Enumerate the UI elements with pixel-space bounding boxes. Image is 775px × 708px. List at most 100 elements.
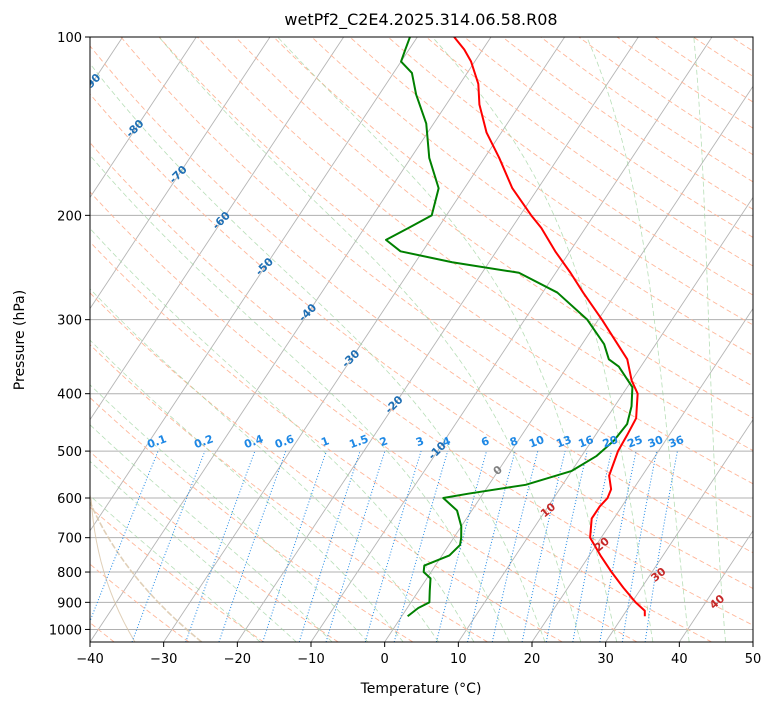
dry-adiabat-line	[90, 397, 414, 642]
mixing-ratio-line	[90, 450, 159, 623]
axes: −40 −30 −20 −10 0 10 20 30 40 5010020030040050060…	[49, 31, 761, 667]
isotherm-line	[678, 530, 753, 642]
moist-adiabat-line	[90, 424, 333, 642]
mixing-ratio-line	[621, 451, 658, 642]
dry-adiabat-line	[464, 37, 753, 238]
temperature-trace	[453, 37, 646, 617]
mixing-ratio-label: 16	[577, 433, 596, 451]
mixing-ratio-label: 0.1	[146, 432, 169, 451]
mixing-ratio-line	[262, 450, 327, 642]
mixing-ratio-label: 20	[601, 433, 620, 451]
dry-adiabat-line	[120, 37, 753, 519]
moist-adiabat-line	[90, 154, 510, 642]
moist-adiabat-line	[90, 384, 369, 642]
mixing-ratio-line	[572, 450, 612, 642]
dry-adiabat-line	[90, 93, 753, 589]
mixing-ratio-line	[393, 450, 449, 642]
moist-adiabat-line	[432, 37, 654, 642]
isotherm-line	[236, 37, 639, 642]
x-tick-label: −40	[76, 652, 103, 667]
mixing-ratio-label: 0.4	[242, 432, 265, 451]
mixing-ratio-line	[545, 450, 588, 642]
dry-adiabat-line	[158, 37, 753, 485]
mixing-ratio-line	[298, 450, 361, 642]
x-tick-label: 20	[524, 652, 541, 667]
mixing-ratio-line	[599, 450, 637, 642]
mixing-ratio-label: 0.2	[192, 432, 215, 451]
reference-curve-line	[90, 500, 203, 642]
mixing-ratio-line	[325, 450, 386, 642]
y-tick-label: 200	[57, 209, 82, 224]
moist-adiabat-line	[90, 63, 546, 642]
y-axis-label: Pressure (hPa)	[12, 290, 28, 390]
dry-adiabat-line	[196, 37, 753, 452]
y-tick-label: 100	[57, 31, 82, 46]
x-tick-label: 10	[450, 652, 467, 667]
dry-adiabat-line	[425, 37, 753, 267]
x-tick-label: −30	[150, 652, 177, 667]
mixing-ratio-label: 10	[527, 433, 546, 451]
isotherm-line	[90, 37, 197, 199]
mixing-ratio-label: 36	[667, 433, 686, 451]
mixing-ratio-label: 0.6	[273, 432, 296, 451]
isotherm-line	[457, 196, 753, 642]
y-tick-label: 300	[57, 314, 82, 329]
mixing-ratio-line	[521, 450, 566, 642]
mixing-ratio-label: 13	[554, 433, 573, 450]
plot-area	[90, 37, 753, 642]
mixing-ratio-line	[644, 451, 678, 642]
y-tick-label: 700	[57, 532, 82, 547]
dry-adiabat-line	[90, 241, 638, 642]
plot-frame	[89, 36, 754, 643]
moist-adiabat-line	[90, 339, 404, 642]
isotherm-line	[90, 37, 345, 421]
x-tick-label: 50	[745, 652, 762, 667]
y-tick-label: 900	[57, 596, 82, 611]
dry-adiabat-line	[90, 292, 563, 642]
mixing-ratio-label: 2	[378, 434, 390, 449]
dewpoint-trace	[385, 37, 634, 618]
moist-adiabat-line	[90, 288, 439, 642]
y-tick-label: 600	[57, 492, 82, 507]
x-tick-label: −20	[224, 652, 251, 667]
dry-adiabat-line	[540, 37, 753, 183]
isotherm-line	[90, 37, 418, 532]
moist-adiabat-line	[90, 495, 261, 642]
moist-adiabat-line	[90, 460, 297, 642]
y-tick-label: 500	[57, 445, 82, 460]
x-axis-label: Temperature (°C)	[360, 681, 482, 697]
x-tick-label: 40	[671, 652, 688, 667]
mixing-ratio-label: 8	[508, 434, 520, 449]
isotherm-line	[384, 85, 753, 642]
reference-curve-line	[90, 492, 136, 642]
moist-adiabat-line	[693, 37, 726, 642]
isotherm-line	[163, 37, 566, 642]
isotherm-line	[531, 307, 753, 642]
mixing-ratio-label: 4	[441, 434, 453, 449]
mixing-ratio-line	[131, 450, 206, 642]
mixing-ratio-label: 30	[646, 433, 665, 451]
y-tick-label: 1000	[49, 623, 82, 638]
mixing-ratio-line	[185, 450, 256, 642]
dry-adiabat-line	[273, 37, 753, 387]
isotherm-line	[90, 37, 271, 310]
mixing-ratio-label: 25	[626, 433, 645, 450]
mixing-ratio-label: 3	[414, 434, 426, 449]
dry-adiabat-line	[349, 37, 753, 326]
x-tick-label: 30	[597, 652, 614, 667]
sounding-traces	[385, 37, 646, 618]
x-tick-label: −10	[297, 652, 324, 667]
x-tick-label: 0	[381, 652, 389, 667]
dry-adiabat-line	[90, 45, 753, 554]
moist-adiabat-line	[586, 37, 690, 642]
chart-title: wetPf2_C2E4.2025.314.06.58.R08	[284, 10, 557, 30]
mixing-ratio-line	[364, 450, 422, 642]
mixing-ratio-label: 6	[479, 434, 491, 449]
y-tick-label: 800	[57, 566, 82, 581]
mixing-ratio-label: 1.5	[348, 432, 371, 451]
y-tick-label: 400	[57, 388, 82, 403]
mixing-ratio-label: 1	[319, 434, 331, 449]
isotherm-line	[605, 418, 753, 642]
